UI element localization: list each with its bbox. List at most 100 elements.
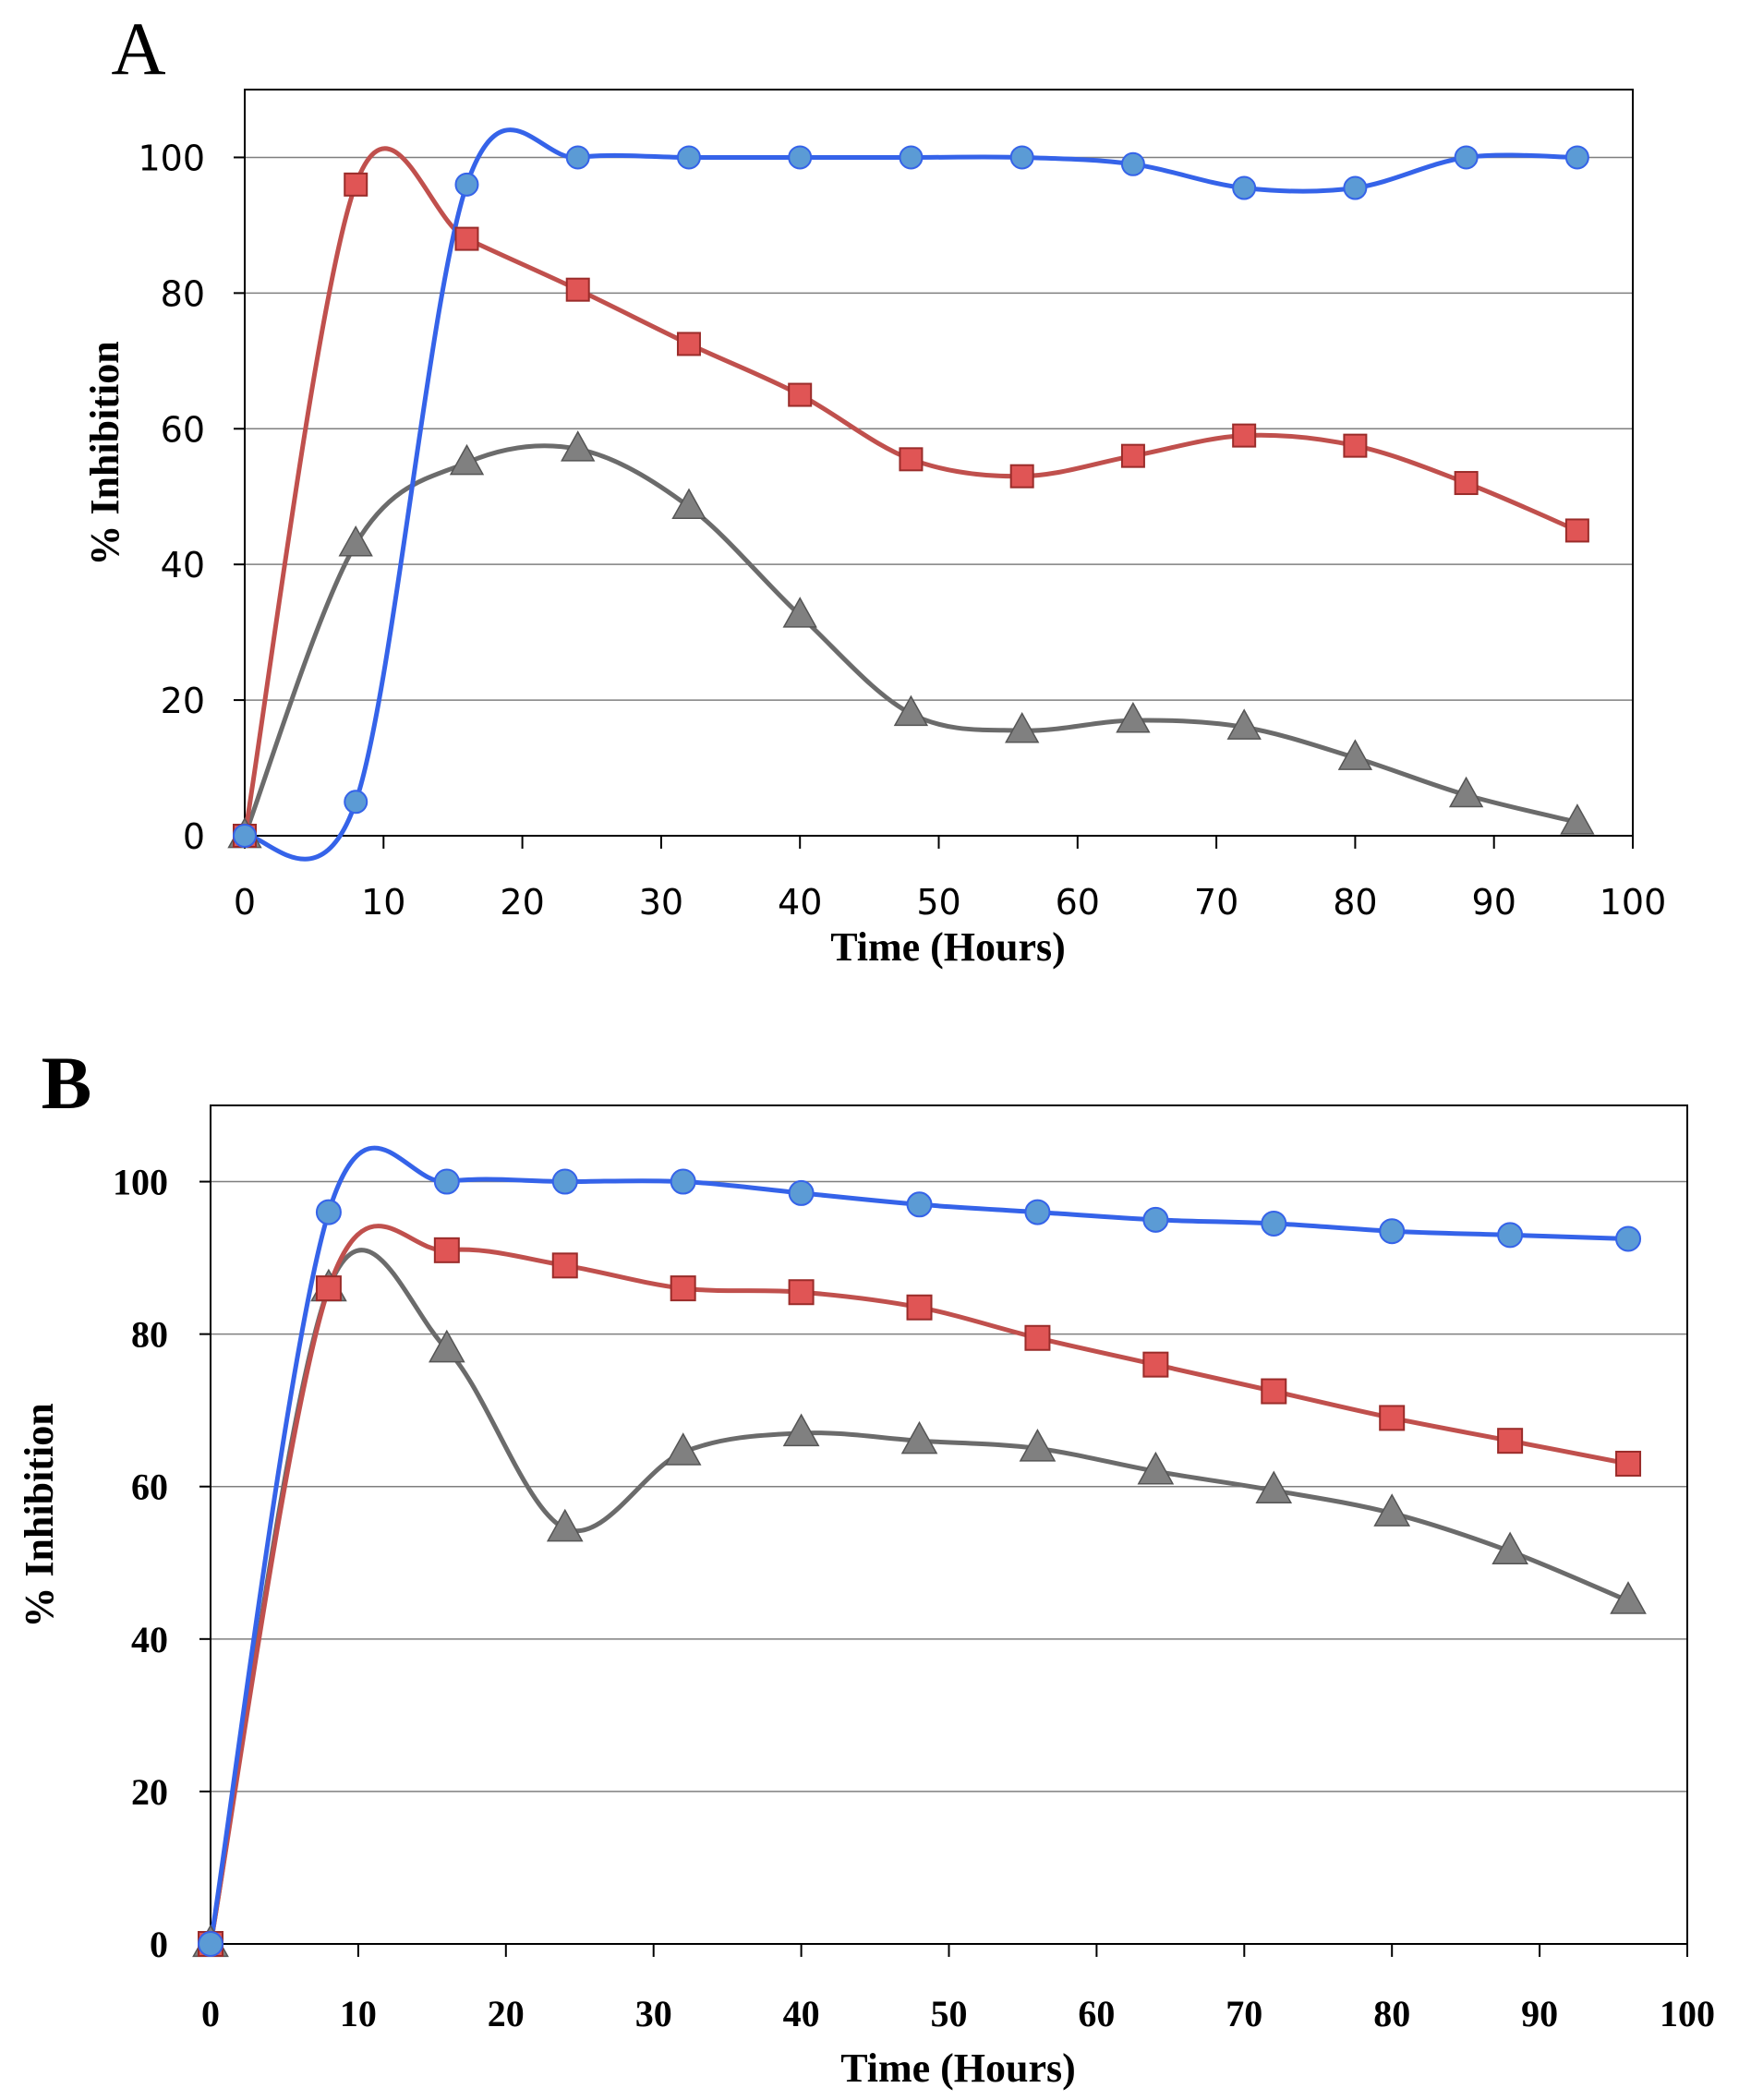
series-red-square-point: [1009, 464, 1034, 489]
series-gray-triangle-point: [1491, 1531, 1528, 1565]
x-tick-label: 70: [1226, 1993, 1262, 2034]
series-blue-circle-point: [454, 172, 479, 197]
chart-panel-a: A 0 10 20 30 40 50 60 70 80 90 100 0 20 40 60 80 100 Time …: [82, 6, 1666, 970]
series-gray-triangle-point: [429, 1329, 465, 1363]
series-red-square-point: [344, 172, 368, 197]
y-tick-label: 40: [131, 1619, 168, 1660]
x-tick-label: 90: [1472, 882, 1516, 923]
x-tick-label: 100: [1660, 1993, 1715, 2034]
series-red-square-point: [1343, 433, 1368, 458]
series-red-square-point: [433, 1237, 460, 1263]
series-red-square-point: [1024, 1324, 1051, 1351]
series-blue-circle-point: [788, 145, 813, 170]
series-red-square-point: [1261, 1378, 1287, 1405]
series-red-square-point: [906, 1294, 933, 1321]
series-blue-circle-line: [208, 1145, 1631, 1947]
x-tick-label: 0: [201, 1993, 220, 2034]
x-tick-label: 60: [1078, 1993, 1115, 2034]
series-blue-circle-point: [344, 790, 368, 815]
series-red-square-point: [1615, 1450, 1642, 1477]
series-blue-circle-point: [315, 1199, 342, 1225]
x-tick-label: 20: [488, 1993, 525, 2034]
series-red-square-point: [315, 1275, 342, 1302]
series-red-square-point: [454, 226, 479, 251]
y-tick-label: 100: [138, 138, 205, 178]
series-gray-triangle-point: [1005, 711, 1040, 743]
series-red-square-point: [1454, 471, 1479, 496]
series-gray-triangle-point: [1337, 739, 1373, 770]
series-red-square-point: [1497, 1428, 1524, 1454]
x-tick-label: 10: [361, 882, 405, 923]
x-tick-label: 70: [1194, 882, 1238, 923]
series-gray-triangle-point: [1373, 1493, 1411, 1527]
series-gray-triangle-line: [242, 443, 1580, 839]
series-red-square-point: [670, 1275, 696, 1302]
series-gray-triangle-point: [893, 694, 929, 727]
series-gray-triangle-point: [1137, 1451, 1175, 1485]
y-tick-label: 60: [161, 409, 205, 450]
series-blue-circle-point: [1343, 175, 1368, 200]
y-tick-label: 80: [161, 273, 205, 314]
series-red-square-point: [788, 382, 813, 407]
series-gray-triangle-point: [1226, 708, 1262, 740]
y-tick-label: 0: [183, 816, 205, 857]
series-blue-circle-point: [233, 824, 257, 848]
x-tick-label: 100: [1600, 882, 1667, 923]
x-axis-title: Time (Hours): [830, 924, 1066, 970]
y-axis-title: % Inhibition: [17, 1403, 62, 1627]
plot-frame: [210, 1104, 1688, 1945]
y-tick-label: 100: [113, 1162, 168, 1203]
series-blue-circle-point: [1120, 151, 1145, 176]
y-tick-label: 80: [131, 1314, 168, 1356]
series-red-square-point: [899, 447, 924, 472]
x-tick-label: 60: [1056, 882, 1100, 923]
series-gray-triangle-point: [1116, 701, 1151, 733]
series-gray-triangle-point: [1448, 776, 1484, 808]
series-gray-triangle-point: [561, 430, 596, 462]
series-blue-circle-point: [676, 145, 701, 170]
x-tick-label: 80: [1373, 1993, 1410, 2034]
series-red-square-point: [1564, 518, 1589, 543]
series-gray-triangle-point: [1610, 1581, 1647, 1614]
series-red-square-point: [1142, 1351, 1169, 1378]
series-gray-triangle-point: [782, 597, 817, 628]
series-blue-circle-point: [1009, 145, 1034, 170]
y-tick-label: 20: [131, 1771, 168, 1813]
x-tick-label: 20: [500, 882, 544, 923]
series-blue-circle-point: [906, 1191, 933, 1218]
series-blue-circle-point: [788, 1179, 815, 1206]
series-gray-triangle-point: [338, 525, 373, 557]
x-tick-label: 30: [639, 882, 683, 923]
series-blue-circle-point: [1232, 175, 1257, 200]
x-tick-label: 40: [783, 1993, 820, 2034]
series-red-square-line: [242, 146, 1580, 839]
series-blue-circle-point: [1142, 1206, 1169, 1233]
y-tick-label: 60: [131, 1466, 168, 1508]
x-axis-title: Time (Hours): [840, 2046, 1076, 2091]
x-tick-label: 0: [234, 882, 256, 923]
series-gray-triangle-point: [1560, 803, 1595, 835]
series-red-square-point: [788, 1279, 815, 1306]
series-red-square-point: [1120, 443, 1145, 468]
series-gray-triangle-point: [1019, 1429, 1057, 1462]
series-gray-triangle-point: [664, 1432, 702, 1466]
series-blue-circle-point: [1564, 145, 1589, 170]
series-blue-circle-point: [1024, 1199, 1051, 1225]
panel-label: A: [111, 6, 165, 91]
x-tick-label: 80: [1333, 882, 1377, 923]
series-red-square-point: [1232, 423, 1257, 448]
series-red-square-point: [565, 277, 590, 302]
series-red-square-point: [551, 1252, 578, 1279]
y-tick-label: 40: [161, 545, 205, 585]
series-red-square-line: [208, 1224, 1631, 1947]
y-axis-title: % Inhibition: [82, 341, 127, 565]
series-blue-circle-point: [1497, 1222, 1524, 1249]
x-tick-label: 10: [340, 1993, 377, 2034]
series-gray-triangle-point: [782, 1413, 820, 1447]
series-gray-triangle-point: [546, 1508, 584, 1542]
series-gray-triangle-point: [1255, 1470, 1293, 1504]
series-blue-circle-point: [1379, 1218, 1406, 1245]
series-blue-circle-point: [670, 1168, 696, 1195]
series-gray-triangle-line: [208, 1248, 1631, 1947]
